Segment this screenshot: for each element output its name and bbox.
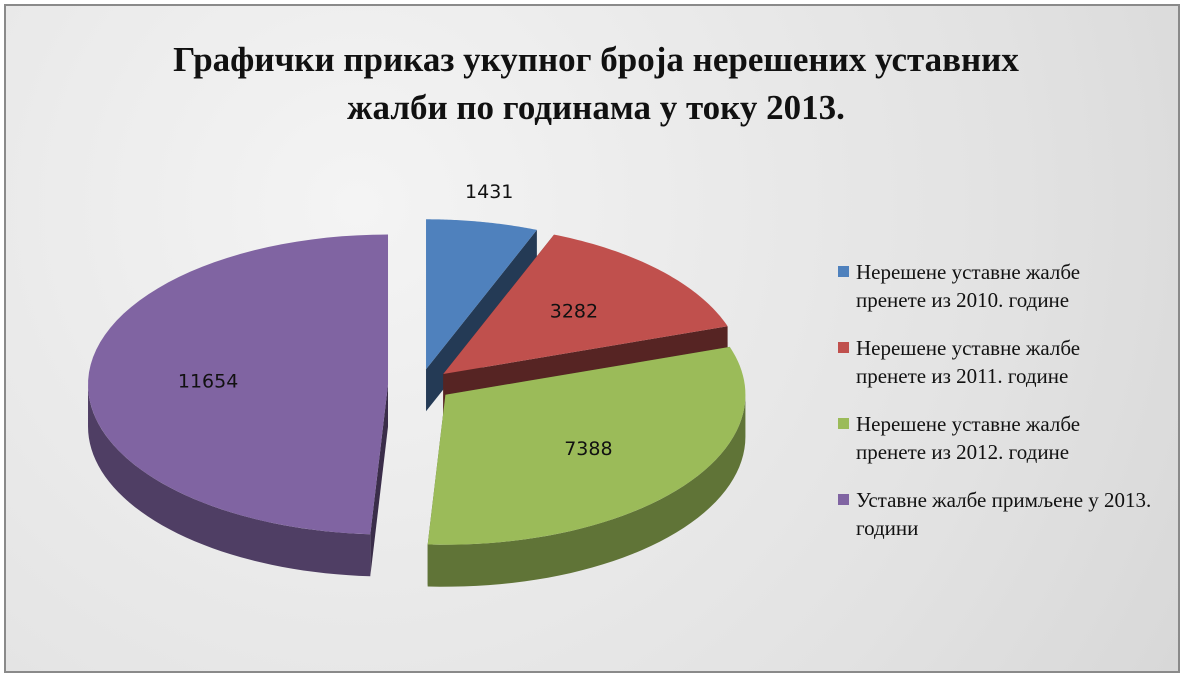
- legend-swatch: [838, 266, 849, 277]
- chart-title: Графички приказ укупног броја нерешених …: [173, 40, 1019, 127]
- pie-slice: [88, 234, 389, 577]
- data-label: 3282: [550, 301, 598, 323]
- slice-side: [427, 394, 746, 587]
- legend-swatch: [838, 418, 849, 429]
- legend-item: Уставне жалбе примљене у 2013. години: [832, 486, 1152, 542]
- legend-item: Нерешене уставне жалбе пренете из 2011. …: [832, 334, 1152, 390]
- data-label: 11654: [178, 370, 238, 392]
- slice-top: [427, 346, 746, 545]
- legend-label: Уставне жалбе примљене у 2013. години: [856, 488, 1152, 540]
- legend-label: Нерешене уставне жалбе пренете из 2012. …: [856, 412, 1081, 464]
- legend-swatch: [838, 342, 849, 353]
- legend-label: Нерешене уставне жалбе пренете из 2011. …: [856, 336, 1081, 388]
- slice-top: [88, 234, 389, 535]
- data-label: 7388: [564, 438, 612, 460]
- legend-item: Нерешене уставне жалбе пренете из 2012. …: [832, 410, 1152, 466]
- data-label: 1431: [465, 181, 513, 203]
- slice-cut-face: [370, 384, 389, 577]
- pie-slice: [427, 346, 746, 587]
- slice-top: [426, 219, 537, 370]
- slice-top: [443, 234, 728, 374]
- slice-side: [88, 384, 371, 577]
- legend-label: Нерешене уставне жалбе пренете из 2010. …: [856, 260, 1081, 312]
- legend: Нерешене уставне жалбе пренете из 2010. …: [832, 258, 1152, 562]
- legend-item: Нерешене уставне жалбе пренете из 2010. …: [832, 258, 1152, 314]
- legend-swatch: [838, 494, 849, 505]
